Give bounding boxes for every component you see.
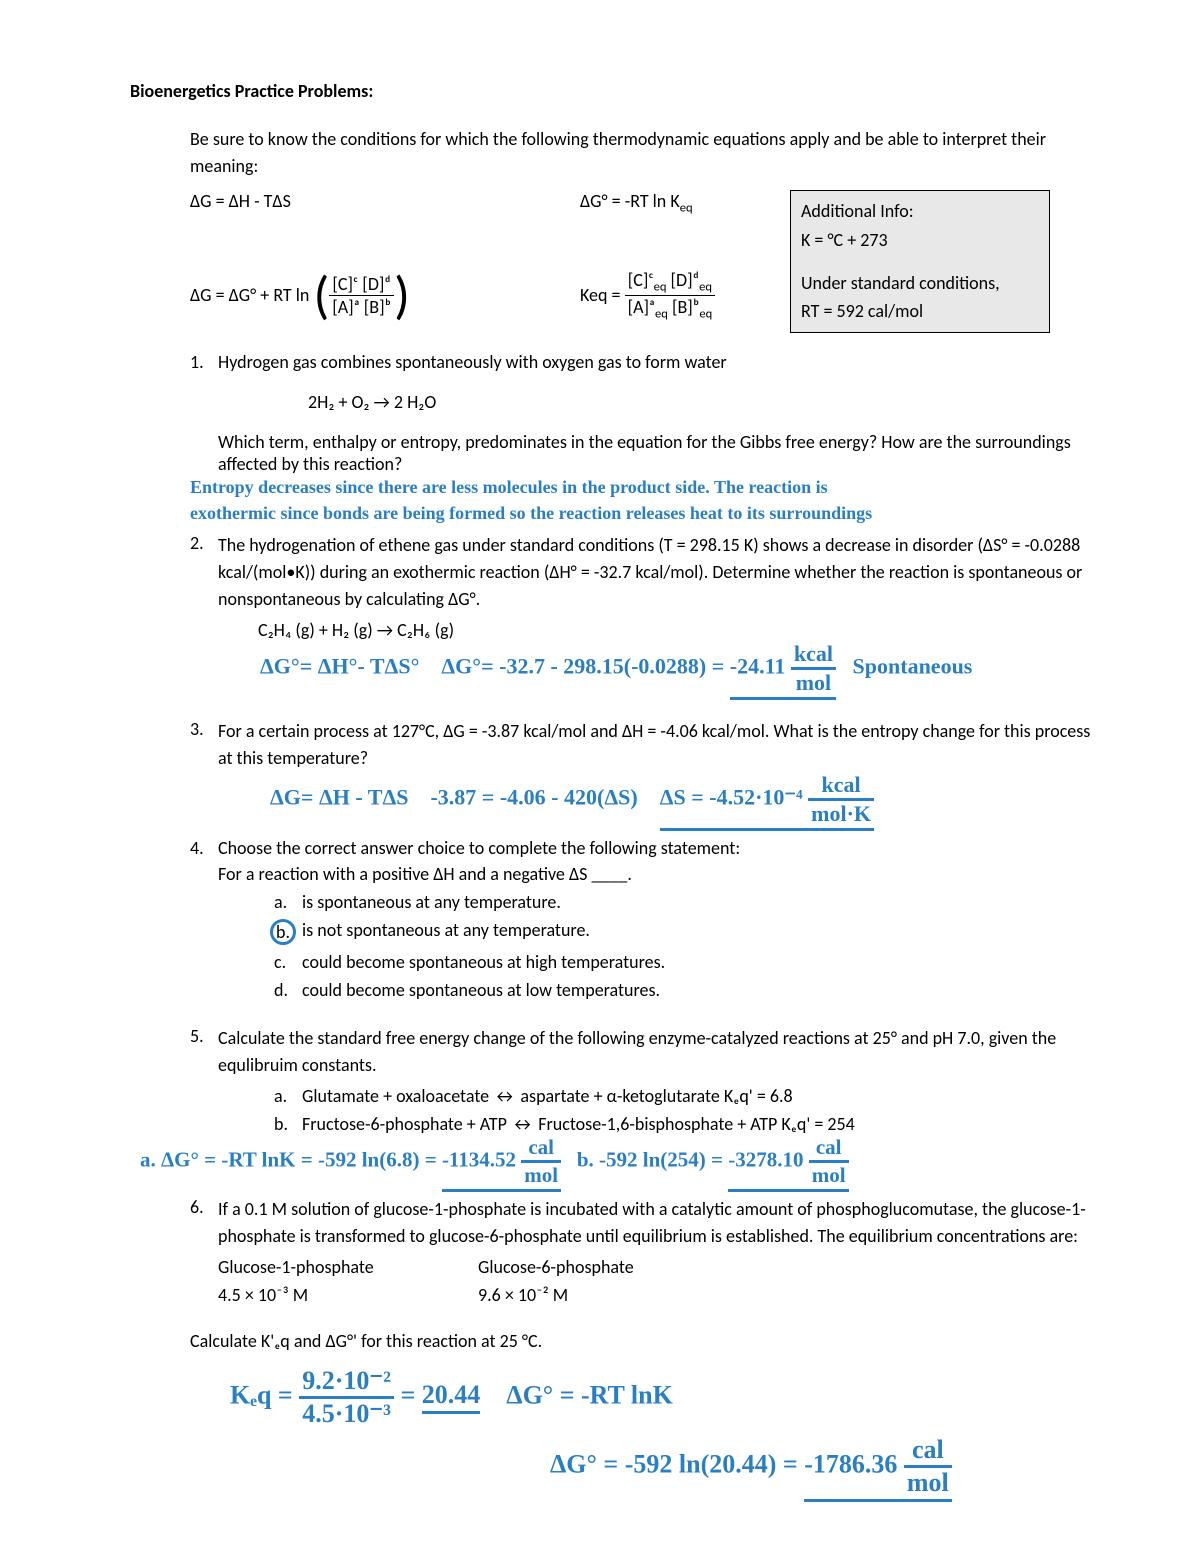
question-number: 3. (190, 718, 218, 772)
choice-letter: a. (274, 891, 302, 913)
handwritten-work: ΔG°= ΔH°- TΔS° ΔG°= -32.7 - 298.15(-0.02… (260, 641, 1100, 700)
info-line: Under standard conditions, (801, 269, 1039, 298)
handwritten-work: ΔG° = -592 ln(20.44) = -1786.36 calmol (550, 1435, 1100, 1502)
question-stem: For a reaction with a positive ΔH and a … (218, 863, 1100, 885)
question-text: Hydrogen gas combines spontaneously with… (218, 351, 1100, 373)
info-line: K = °C + 273 (801, 226, 1039, 255)
equation-3: ΔG = ΔG° + RT ln ( [C]ᶜ [D]ᵈ [A]ᵃ [B]ᵇ ) (190, 269, 580, 321)
handwritten-work: ΔG= ΔH - TΔS -3.87 = -4.06 - 420(ΔS) ΔS … (270, 772, 1100, 831)
equation-2: ΔG° = -RT ln Keq (580, 190, 790, 216)
choice-text: is spontaneous at any temperature. (302, 891, 561, 913)
info-line: RT = 592 cal/mol (801, 297, 1039, 326)
question-number: 1. (190, 351, 218, 475)
handwritten-work: a. ΔG° = -RT lnK = -592 ln(6.8) = -1134.… (140, 1135, 1100, 1192)
question-number: 2. (190, 532, 218, 641)
question-text: Choose the correct answer choice to comp… (218, 837, 1100, 859)
question-number: 6. (190, 1196, 218, 1352)
handwritten-answer: exothermic since bonds are being formed … (190, 501, 1100, 526)
question-text: For a certain process at 127°C, ΔG = -3.… (218, 718, 1100, 772)
table-header: Glucose-1-phosphate (218, 1256, 478, 1278)
question-text: Calculate the standard free energy chang… (218, 1025, 1100, 1079)
handwritten-answer: Entropy decreases since there are less m… (190, 475, 1100, 500)
choice-text: Fructose-6-phosphate + ATP ↔ Fructose-1,… (302, 1113, 855, 1135)
choice-letter: a. (274, 1085, 302, 1107)
question-prompt: Calculate K'ₑq and ΔG°' for this reactio… (190, 1330, 1100, 1352)
choice-text: is not spontaneous at any temperature. (302, 919, 590, 945)
table-value: 4.5 × 10⁻³ M (218, 1284, 478, 1306)
question-number: 4. (190, 837, 218, 1001)
table-value: 9.6 × 10⁻² M (478, 1284, 738, 1306)
equation-1: ΔG = ΔH - TΔS (190, 190, 580, 212)
choice-letter: d. (274, 979, 302, 1001)
question-prompt: Which term, enthalpy or entropy, predomi… (218, 431, 1100, 475)
question-text: If a 0.1 M solution of glucose-1-phospha… (218, 1196, 1100, 1250)
reaction: C₂H₄ (g) + H₂ (g) → C₂H₆ (g) (258, 619, 1100, 641)
handwritten-work: Kₑq = 9.2·10⁻²4.5·10⁻³ = 20.44 ΔG° = -RT… (230, 1366, 1100, 1429)
reaction: 2H₂ + O₂ → 2 H₂O (308, 391, 1100, 413)
table-header: Glucose-6-phosphate (478, 1256, 738, 1278)
question-text: The hydrogenation of ethene gas under st… (218, 532, 1100, 613)
equation-4: Keq = [C]ᶜeq [D]ᵈeq [A]ᵃeq [B]ᵇeq (580, 269, 790, 321)
choice-text: Glutamate + oxaloacetate ↔ aspartate + α… (302, 1085, 793, 1107)
question-number: 5. (190, 1025, 218, 1135)
choice-text: could become spontaneous at high tempera… (302, 951, 665, 973)
choice-letter: c. (274, 951, 302, 973)
page-title: Bioenergetics Practice Problems: (130, 80, 1100, 102)
choice-letter-selected: b. (274, 919, 302, 945)
info-line: Additional Info: (801, 197, 1039, 226)
choice-letter: b. (274, 1113, 302, 1135)
choice-text: could become spontaneous at low temperat… (302, 979, 660, 1001)
info-box: Additional Info: K = °C + 273 Under stan… (790, 190, 1050, 333)
intro-text: Be sure to know the conditions for which… (190, 126, 1100, 180)
